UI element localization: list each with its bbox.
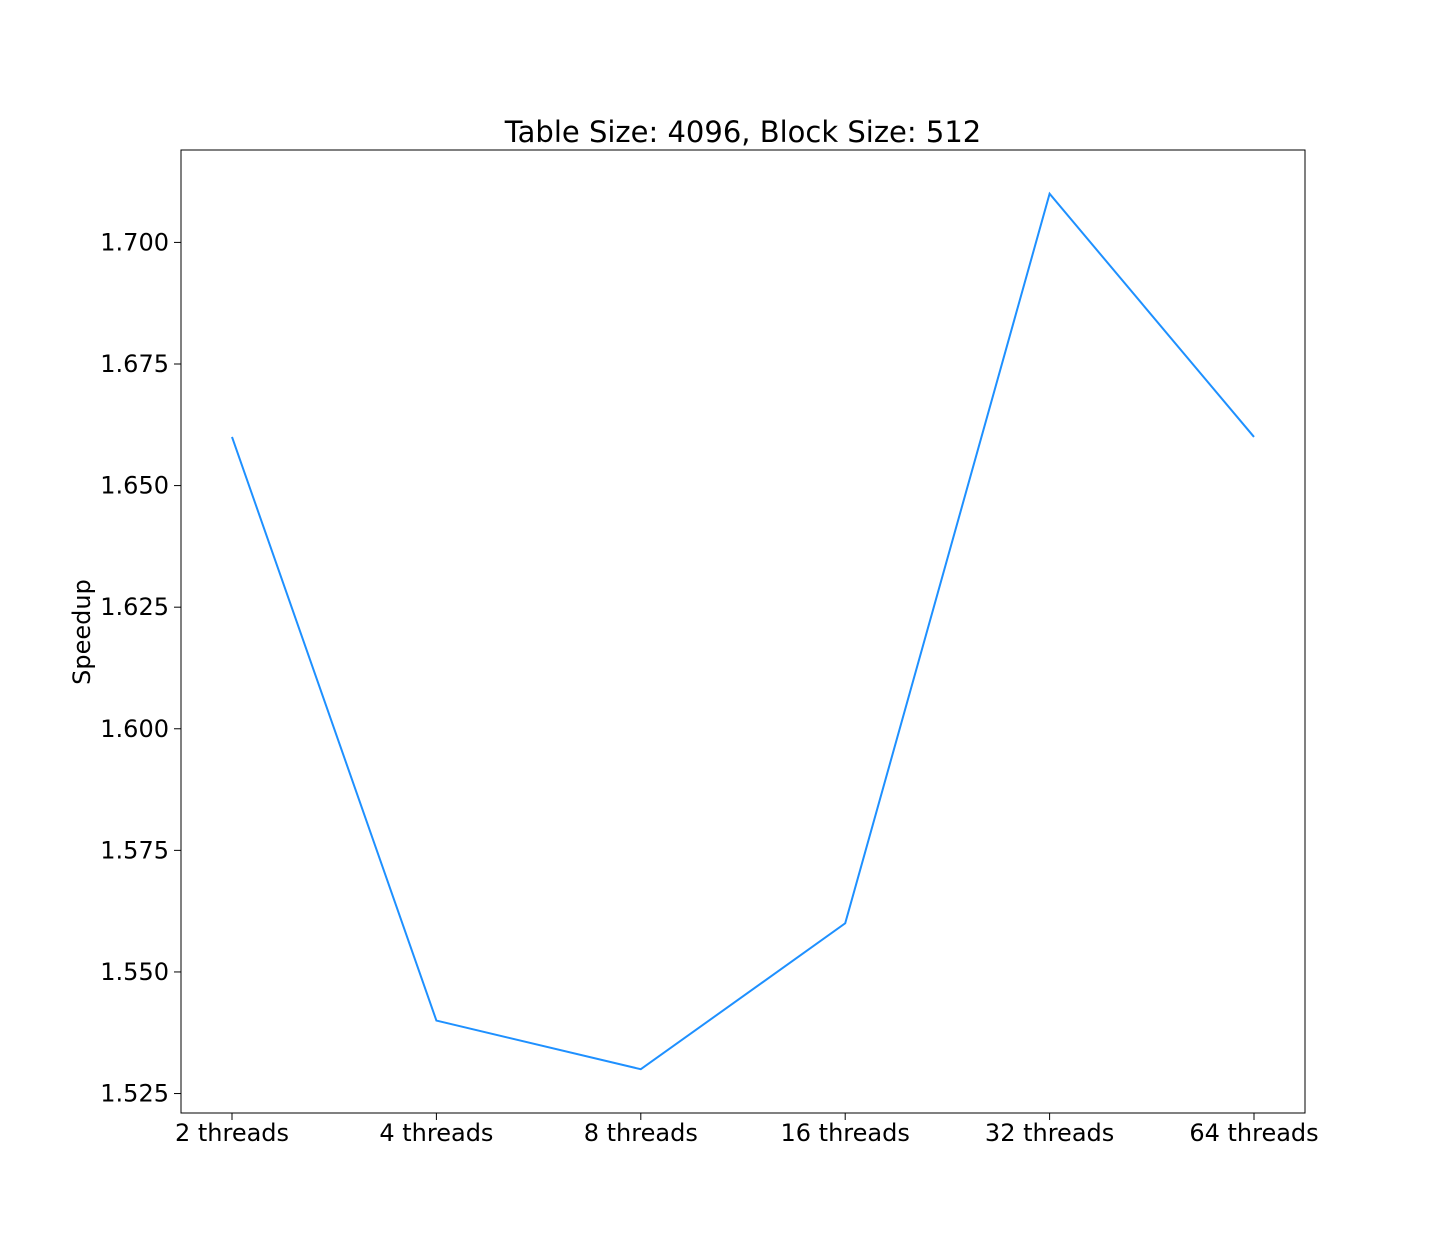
- series-layer: [231, 191, 1255, 1071]
- y-tick-label: 1.600: [100, 715, 169, 743]
- chart-title: Table Size: 4096, Block Size: 512: [504, 115, 982, 149]
- x-tick-label: 4 threads: [379, 1119, 493, 1147]
- series-line: [231, 191, 1255, 1071]
- y-tick-label: 1.650: [100, 472, 169, 500]
- y-tick-label: 1.675: [100, 350, 169, 378]
- y-tick-label: 1.625: [100, 593, 169, 621]
- x-tick-label: 64 threads: [1189, 1119, 1318, 1147]
- y-tick-label: 1.575: [100, 836, 169, 864]
- x-tick-label: 16 threads: [781, 1119, 910, 1147]
- x-tick-label: 8 threads: [584, 1119, 698, 1147]
- plot-frame: [180, 149, 1306, 1114]
- y-tick-label: 1.525: [100, 1080, 169, 1108]
- x-tick-label: 2 threads: [175, 1119, 289, 1147]
- y-tick-label: 1.550: [100, 958, 169, 986]
- axis-ticks: 1.525 1.550 1.575 1.600 1.625 1.650 1.675 1.700…: [100, 228, 1318, 1147]
- y-tick-label: 1.700: [100, 228, 169, 256]
- y-axis-label: Speedup: [68, 579, 96, 685]
- x-tick-label: 32 threads: [985, 1119, 1114, 1147]
